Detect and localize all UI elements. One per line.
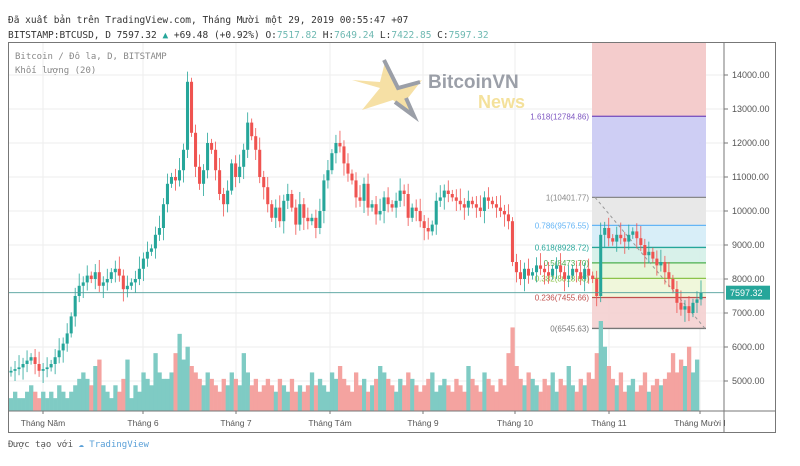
last-price-tag: [726, 285, 770, 300]
svg-text:14000.00: 14000.00: [732, 70, 770, 80]
footer: Được tạo với ☁ TradingView: [8, 440, 149, 450]
svg-text:13000.00: 13000.00: [732, 104, 770, 114]
svg-text:News: News: [478, 92, 525, 112]
close-value: 7597.32: [448, 30, 489, 41]
svg-text:0.618(8928.72): 0.618(8928.72): [535, 243, 590, 252]
svg-text:Tháng Năm: Tháng Năm: [21, 418, 65, 428]
price-change: +69.48 (+0.92%): [173, 30, 260, 41]
high-label: H:: [322, 30, 335, 41]
made-with-label: Được tạo với: [8, 440, 74, 450]
svg-text:12000.00: 12000.00: [732, 138, 770, 148]
svg-text:7597.32: 7597.32: [730, 288, 763, 298]
series-legend: Bitcoin / Đô la, D, BITSTAMP: [15, 52, 167, 62]
svg-text:Tháng Tám: Tháng Tám: [308, 418, 351, 428]
svg-text:1(10401.77): 1(10401.77): [546, 193, 589, 202]
svg-text:11000.00: 11000.00: [732, 172, 769, 182]
svg-text:0.5(8473.70): 0.5(8473.70): [544, 259, 590, 268]
svg-text:1.618(12784.86): 1.618(12784.86): [530, 112, 589, 121]
svg-text:7000.00: 7000.00: [732, 308, 765, 318]
svg-text:Tháng 10: Tháng 10: [497, 418, 533, 428]
svg-text:10000.00: 10000.00: [732, 206, 770, 216]
fib-extension-zone: [592, 43, 706, 117]
svg-text:Tháng 7: Tháng 7: [220, 418, 251, 428]
svg-text:8000.00: 8000.00: [732, 274, 765, 284]
low-label: L:: [379, 30, 392, 41]
tradingview-brand[interactable]: TradingView: [89, 440, 149, 450]
svg-text:0.236(7455.66): 0.236(7455.66): [535, 294, 590, 303]
open-label: O:: [265, 30, 277, 41]
low-value: 7422.85: [391, 30, 432, 41]
symbol-label: BITSTAMP:BTCUSD, D 7597.32: [8, 30, 157, 41]
svg-text:Tháng 6: Tháng 6: [127, 418, 158, 428]
close-label: C:: [437, 30, 449, 41]
tradingview-logo-icon: ☁: [78, 440, 84, 450]
svg-text:0.786(9576.55): 0.786(9576.55): [535, 221, 590, 230]
svg-text:6000.00: 6000.00: [732, 342, 765, 352]
open-value: 7517.82: [276, 30, 317, 41]
svg-text:9000.00: 9000.00: [732, 240, 765, 250]
svg-text:Tháng Mười I: Tháng Mười I: [674, 418, 725, 428]
svg-text:Tháng 11: Tháng 11: [591, 418, 627, 428]
symbol-info-bar: BITSTAMP:BTCUSD, D 7597.32 ▲ +69.48 (+0.…: [8, 30, 489, 41]
published-info: Đã xuất bản trên TradingView.com, Tháng …: [8, 15, 409, 26]
svg-text:BitcoinVN: BitcoinVN: [428, 72, 519, 93]
high-value: 7649.24: [334, 30, 375, 41]
svg-text:0(6545.63): 0(6545.63): [550, 324, 589, 333]
svg-text:Tháng 9: Tháng 9: [407, 418, 438, 428]
chart-frame: [8, 42, 776, 433]
triangle-up-icon: ▲: [162, 30, 169, 41]
svg-text:5000.00: 5000.00: [732, 376, 765, 386]
volume-legend: Khối lượng (20): [15, 66, 97, 76]
svg-text:0.382(8018.68): 0.382(8018.68): [535, 274, 590, 283]
